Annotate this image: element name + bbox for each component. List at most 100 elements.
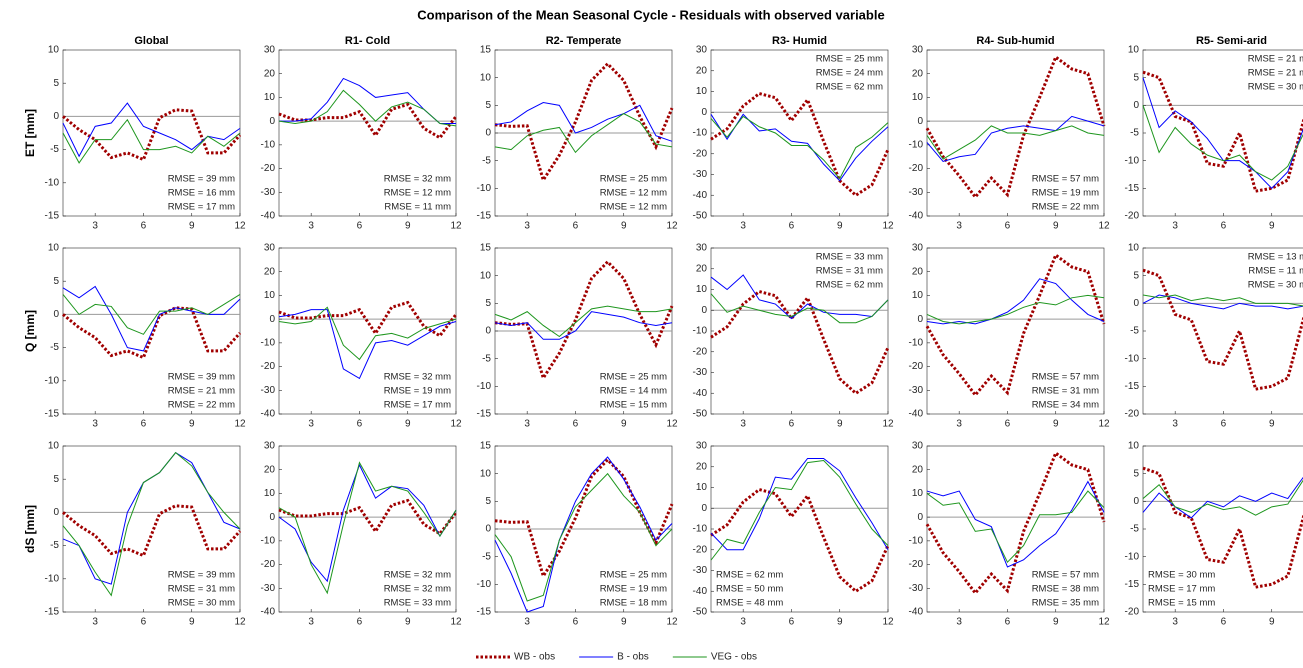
y-tick-label: 0 (917, 116, 923, 127)
y-tick-label: 0 (1133, 496, 1139, 507)
rmse-annotation: RMSE = 48 mm (716, 598, 783, 609)
x-tick-label: 12 (1098, 221, 1110, 232)
y-tick-label: -30 (909, 187, 924, 198)
rmse-annotation: RMSE = 57 mm (1032, 174, 1099, 185)
series-line (494, 259, 674, 382)
y-tick-label: 0 (485, 326, 491, 337)
x-tick-label: 6 (1221, 221, 1227, 232)
y-tick-label: -10 (693, 128, 708, 139)
x-tick-label: 9 (621, 419, 627, 430)
y-tick-label: -40 (693, 388, 708, 399)
y-tick-label: -5 (1130, 524, 1139, 535)
series-line (926, 480, 1105, 568)
x-tick-label: 3 (524, 419, 530, 430)
y-tick-label: 30 (264, 45, 276, 56)
rmse-annotation: RMSE = 21 mm (1248, 68, 1303, 79)
y-tick-label: -40 (261, 409, 276, 420)
rmse-annotation: RMSE = 17 mm (1148, 584, 1215, 595)
y-tick-label: -15 (1125, 579, 1140, 590)
rmse-annotation: RMSE = 22 mm (168, 400, 235, 411)
y-tick-label: -20 (909, 559, 924, 570)
series-line (278, 89, 457, 127)
plot-area (926, 247, 1105, 415)
y-tick-label: 20 (912, 464, 924, 475)
y-tick-label: -40 (693, 586, 708, 597)
y-tick-label: -20 (909, 163, 924, 174)
x-tick-label: 6 (1005, 221, 1011, 232)
rmse-annotation: RMSE = 57 mm (1032, 372, 1099, 383)
y-tick-label: -50 (693, 211, 708, 222)
plot-area (278, 445, 457, 613)
series-line (494, 113, 673, 154)
series-line (710, 113, 889, 182)
x-tick-label: 12 (450, 419, 462, 430)
x-tick-label: 3 (92, 419, 98, 430)
series-line (1142, 476, 1303, 519)
x-tick-label: 6 (1221, 617, 1227, 628)
x-tick-label: 9 (837, 221, 843, 232)
y-tick-label: -30 (909, 583, 924, 594)
y-tick-label: -20 (261, 361, 276, 372)
x-tick-label: 12 (882, 419, 894, 430)
rmse-annotation: RMSE = 25 mm (816, 54, 883, 65)
x-tick-label: 12 (666, 617, 678, 628)
y-tick-label: -5 (50, 342, 59, 353)
x-tick-label: 6 (141, 419, 147, 430)
x-tick-label: 9 (837, 419, 843, 430)
y-tick-label: -10 (261, 139, 276, 150)
x-tick-label: 9 (621, 617, 627, 628)
y-tick-label: 0 (917, 314, 923, 325)
rmse-annotation: RMSE = 11 mm (1248, 266, 1303, 277)
plot-area (278, 49, 457, 217)
y-tick-label: -10 (909, 337, 924, 348)
series-line (62, 118, 241, 164)
rmse-annotation: RMSE = 15 mm (1148, 598, 1215, 609)
y-tick-label: 20 (696, 65, 708, 76)
y-axis-label: Q [mm] (23, 310, 37, 352)
y-tick-label: 20 (696, 461, 708, 472)
rmse-annotation: RMSE = 32 mm (384, 584, 451, 595)
series-line (1142, 77, 1303, 190)
rmse-annotation: RMSE = 30 mm (1248, 280, 1303, 291)
x-tick-label: 6 (141, 221, 147, 232)
rmse-annotation: RMSE = 33 mm (384, 598, 451, 609)
series-line (710, 459, 889, 561)
x-tick-label: 9 (621, 221, 627, 232)
y-tick-label: -40 (261, 607, 276, 618)
y-tick-label: -20 (693, 544, 708, 555)
series-line (710, 487, 890, 594)
x-tick-label: 9 (1269, 419, 1275, 430)
y-tick-label: -30 (693, 367, 708, 378)
y-tick-label: 30 (696, 441, 708, 452)
rmse-annotation: RMSE = 30 mm (1248, 82, 1303, 93)
y-tick-label: 5 (485, 496, 491, 507)
rmse-annotation: RMSE = 18 mm (600, 598, 667, 609)
y-tick-label: -15 (45, 211, 60, 222)
y-tick-label: 10 (264, 290, 276, 301)
x-tick-label: 6 (357, 419, 363, 430)
series-line (926, 115, 1105, 163)
plot-area (926, 445, 1105, 613)
y-tick-label: 5 (1133, 468, 1139, 479)
x-tick-label: 9 (405, 617, 411, 628)
x-tick-label: 3 (308, 419, 314, 430)
series-line (278, 309, 457, 380)
y-tick-label: -30 (693, 565, 708, 576)
rmse-annotation: RMSE = 34 mm (1032, 400, 1099, 411)
x-tick-label: 3 (524, 617, 530, 628)
series-line (494, 61, 674, 184)
x-tick-label: 12 (234, 617, 246, 628)
x-tick-label: 9 (405, 419, 411, 430)
x-tick-label: 12 (882, 617, 894, 628)
y-tick-label: 10 (912, 290, 924, 301)
y-tick-label: -20 (1125, 211, 1140, 222)
y-tick-label: -15 (1125, 183, 1140, 194)
y-tick-label: 5 (1133, 270, 1139, 281)
rmse-annotation: RMSE = 30 mm (168, 598, 235, 609)
y-tick-label: 0 (1133, 100, 1139, 111)
series-line (1142, 105, 1303, 181)
y-tick-label: 10 (912, 488, 924, 499)
x-tick-label: 3 (308, 617, 314, 628)
x-tick-label: 9 (1053, 419, 1059, 430)
